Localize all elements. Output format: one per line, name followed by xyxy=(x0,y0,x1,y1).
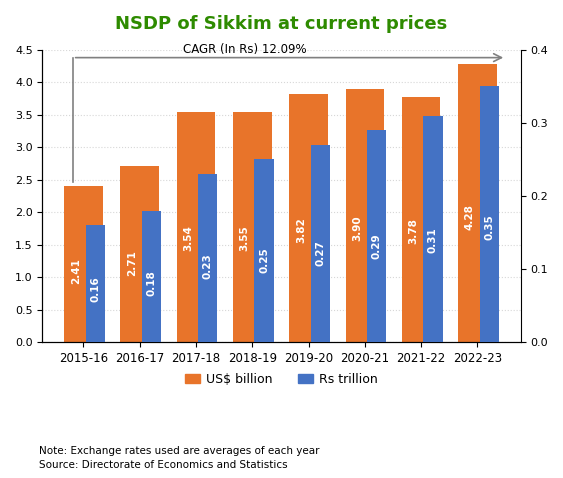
Title: NSDP of Sikkim at current prices: NSDP of Sikkim at current prices xyxy=(115,15,448,33)
Text: 0.18: 0.18 xyxy=(146,270,157,296)
Bar xyxy=(346,89,384,342)
Text: 0.27: 0.27 xyxy=(315,240,325,266)
Bar xyxy=(254,159,274,342)
Text: 0.25: 0.25 xyxy=(259,247,269,272)
Text: 0.16: 0.16 xyxy=(90,276,100,302)
Text: 3.82: 3.82 xyxy=(296,217,306,243)
Bar xyxy=(86,225,105,342)
Text: 0.31: 0.31 xyxy=(428,227,438,253)
Text: 0.29: 0.29 xyxy=(372,234,382,260)
Bar xyxy=(289,94,328,342)
Bar xyxy=(367,130,386,342)
Bar xyxy=(198,174,217,342)
Text: 3.90: 3.90 xyxy=(352,215,362,241)
Text: 4.28: 4.28 xyxy=(464,204,475,230)
Text: 3.54: 3.54 xyxy=(184,226,193,251)
Bar xyxy=(233,111,271,342)
Bar xyxy=(64,185,102,342)
Text: Source: Directorate of Economics and Statistics: Source: Directorate of Economics and Sta… xyxy=(39,460,288,470)
Bar xyxy=(423,116,443,342)
Text: 2.71: 2.71 xyxy=(127,250,137,276)
Bar xyxy=(120,166,159,342)
Text: Note: Exchange rates used are averages of each year: Note: Exchange rates used are averages o… xyxy=(39,446,320,456)
Text: CAGR (In Rs) 12.09%: CAGR (In Rs) 12.09% xyxy=(182,43,306,55)
Bar xyxy=(142,210,161,342)
Bar xyxy=(311,145,330,342)
Text: 2.41: 2.41 xyxy=(71,259,81,284)
Bar xyxy=(177,112,215,342)
Text: 3.55: 3.55 xyxy=(240,226,249,251)
Legend: US$ billion, Rs trillion: US$ billion, Rs trillion xyxy=(180,368,383,391)
Text: 0.23: 0.23 xyxy=(203,253,213,279)
Bar xyxy=(458,64,497,342)
Text: 3.78: 3.78 xyxy=(408,218,418,244)
Text: 0.35: 0.35 xyxy=(484,214,494,240)
Bar xyxy=(480,87,499,342)
Bar xyxy=(402,97,440,342)
